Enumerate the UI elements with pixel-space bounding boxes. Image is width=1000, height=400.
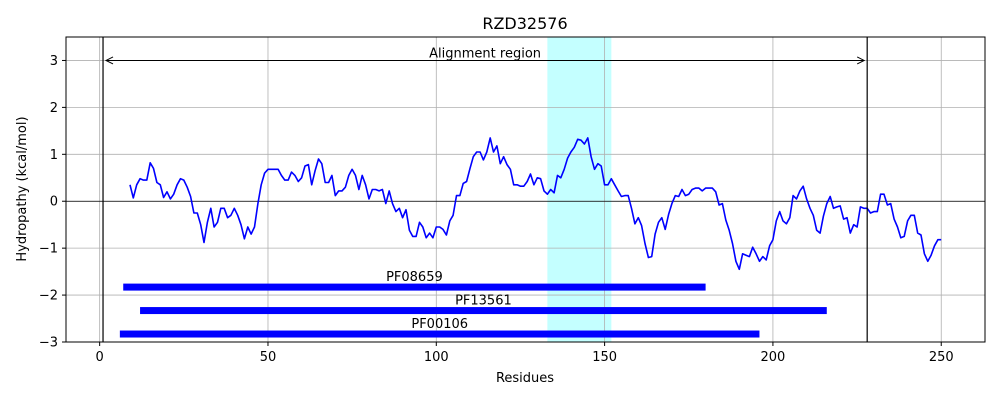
y-tick-label: 1 [50, 148, 58, 163]
y-tick-label: 2 [50, 101, 58, 116]
alignment-arrow-head-left [104, 56, 114, 65]
chart-title: RZD32576 [482, 14, 567, 33]
y-tick-label: 3 [50, 54, 58, 69]
x-tick-label: 150 [592, 350, 617, 365]
axes [65, 36, 986, 343]
alignment-region-label: Alignment region [429, 47, 541, 62]
domain-bar [123, 283, 706, 291]
x-tick-label: 200 [761, 350, 786, 365]
domain-bars: PF08659 PF13561 PF00106 [119, 270, 827, 338]
y-tick-label: −2 [39, 289, 58, 304]
axes-frame [65, 36, 986, 343]
x-tick-label: 250 [929, 350, 954, 365]
alignment-arrow-head-right [856, 56, 866, 65]
y-tick-label: −3 [39, 336, 58, 351]
x-axis-title: Residues [496, 371, 554, 386]
ticks: 0 50 100 150 200 250 −3 −2 −1 0 1 2 3 [39, 54, 954, 365]
domain-bar [140, 307, 827, 315]
highlight-region [547, 37, 612, 342]
domain-label: PF00106 [411, 317, 468, 332]
highlight-band [547, 37, 612, 342]
domain-label: PF08659 [386, 270, 443, 285]
domain-bar [119, 330, 760, 338]
series-line-hydropathy [129, 137, 942, 271]
plot-area [66, 37, 985, 342]
x-tick-label: 100 [424, 350, 449, 365]
hydropathy-series [129, 137, 942, 271]
x-tick-label: 50 [260, 350, 277, 365]
alignment-annotation: Alignment region [102, 37, 868, 342]
y-tick-label: −1 [39, 242, 58, 257]
x-tick-label: 0 [96, 350, 104, 365]
y-axis-title: Hydropathy (kcal/mol) [15, 116, 30, 261]
y-tick-label: 0 [50, 195, 58, 210]
domain-label: PF13561 [455, 294, 512, 309]
plot-background [66, 37, 985, 342]
